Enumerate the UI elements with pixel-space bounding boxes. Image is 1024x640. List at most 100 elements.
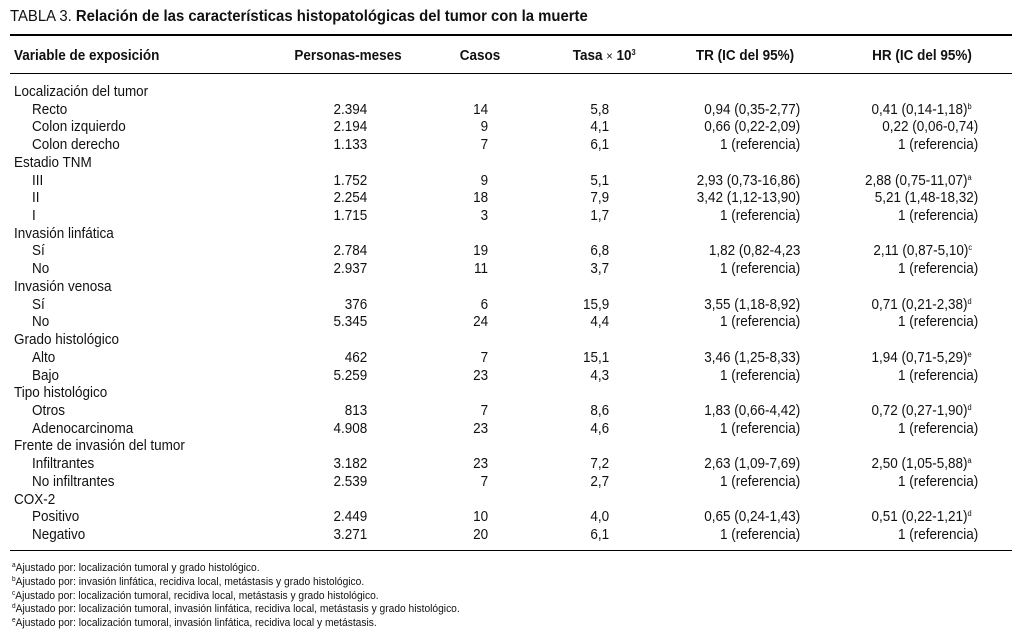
cell: 1 (referencia)	[719, 527, 800, 543]
cell: 6	[480, 296, 488, 313]
footnote-text: Ajustado por: invasión linfática, recidi…	[15, 575, 365, 588]
row-label: No	[32, 314, 50, 331]
row-label: III	[32, 172, 44, 189]
cell: 4,6	[590, 420, 609, 437]
header-text: 10	[616, 48, 632, 64]
cell: 1 (referencia)	[897, 261, 978, 278]
title-text: Relación de las características histopat…	[75, 8, 588, 25]
note-mark: e	[967, 349, 972, 359]
group-label: Invasión linfática	[14, 225, 114, 242]
cell: 5,1	[590, 172, 609, 189]
cell: 1 (referencia)	[897, 473, 978, 490]
footnote-text: Ajustado por: localización tumoral, inva…	[15, 617, 377, 630]
cell: 0,65 (0,24-1,43)	[704, 509, 800, 526]
cell: 15,1	[582, 349, 609, 366]
cell: 2.449	[333, 509, 367, 526]
cell: 1,94 (0,71-5,29)e	[871, 349, 972, 366]
cell: 3,55 (1,18-8,92)	[704, 296, 800, 313]
rule	[10, 34, 1012, 36]
footnote: dAjustado por: localización tumoral, inv…	[12, 603, 460, 616]
cell: 1 (referencia)	[719, 208, 800, 225]
cell: 3,46 (1,25-8,33)	[704, 349, 800, 366]
cell: 1,7	[590, 208, 609, 225]
cell: 3.271	[333, 527, 367, 543]
group-label: COX-2	[14, 491, 56, 508]
cell: 0,22 (0,06-0,74)	[882, 119, 978, 136]
footnote: aAjustado por: localización tumoral y gr…	[12, 562, 260, 575]
cell: 10	[472, 509, 488, 526]
cell: 7	[480, 402, 488, 419]
note-mark: c	[968, 243, 972, 253]
cell: 2.539	[333, 473, 367, 490]
cell: 2,50 (1,05-5,88)a	[871, 456, 972, 473]
cell: 3	[480, 208, 488, 225]
row-label: Infiltrantes	[32, 456, 95, 473]
cell: 9	[480, 119, 488, 136]
cell: 3,42 (1,12-13,90)	[696, 190, 800, 207]
cell: 1 (referencia)	[897, 208, 978, 225]
cell: 5.259	[333, 367, 367, 384]
cell: 3.182	[333, 456, 367, 473]
header-text: ×	[606, 49, 614, 63]
cell: 1 (referencia)	[897, 314, 978, 331]
cell: 2,63 (1,09-7,69)	[704, 456, 800, 473]
title-label: TABLA 3.	[10, 8, 72, 25]
cell: 2,88 (0,75-11,07)a	[865, 172, 972, 189]
cell: 0,72 (0,27-1,90)d	[871, 402, 972, 419]
cell: 1.133	[333, 137, 367, 154]
cell: 23	[472, 367, 488, 384]
cell: 3,7	[590, 261, 609, 278]
cell: 6,1	[590, 527, 609, 543]
cell: 7	[480, 349, 488, 366]
cell: 24	[472, 314, 488, 331]
header-cell: Variable de exposición	[14, 48, 160, 64]
footnote-mark: e	[12, 617, 16, 625]
cell: 19	[472, 243, 488, 260]
cell: 2.394	[333, 101, 367, 118]
row-label: Recto	[32, 101, 68, 118]
note-mark: a	[967, 172, 972, 182]
note-mark: d	[967, 296, 972, 306]
cell: 4,3	[590, 367, 609, 384]
cell: 23	[472, 420, 488, 437]
cell: 1 (referencia)	[719, 473, 800, 490]
header-cell: TR (IC del 95%)	[695, 48, 795, 64]
row-label: No	[32, 261, 50, 278]
row-label: Colon izquierdo	[32, 119, 126, 136]
cell: 1 (referencia)	[719, 314, 800, 331]
footnote-text: Ajustado por: localización tumoral y gra…	[15, 562, 260, 574]
cell: 7,9	[590, 190, 609, 207]
cell: 4.908	[333, 420, 367, 437]
cell: 1.752	[333, 172, 367, 189]
cell: 7	[480, 473, 488, 490]
cell: 2,11 (0,87-5,10)c	[873, 243, 972, 260]
header-cell: HR (IC del 95%)	[872, 48, 972, 64]
note-mark: b	[967, 101, 972, 111]
row-label: No infiltrantes	[32, 473, 115, 490]
cell: 2.194	[333, 119, 367, 136]
cell: 5,8	[590, 101, 609, 118]
cell: 2.254	[333, 190, 367, 207]
group-label: Estadio TNM	[14, 154, 92, 171]
row-label: II	[32, 190, 40, 207]
cell: 0,94 (0,35-2,77)	[704, 101, 800, 118]
header-cell: Casos	[459, 48, 501, 64]
group-label: Localización del tumor	[14, 84, 149, 100]
cell: 1 (referencia)	[897, 527, 978, 543]
row-label: Colon derecho	[32, 137, 120, 154]
row-label: Otros	[32, 402, 65, 419]
footnote-mark: b	[12, 575, 16, 583]
cell: 2.784	[333, 243, 367, 260]
cell: 0,71 (0,21-2,38)d	[871, 296, 972, 313]
header-cell: Personas-meses	[294, 48, 402, 64]
row-label: Sí	[32, 243, 45, 260]
cell: 4,1	[590, 119, 609, 136]
cell: 376	[344, 296, 367, 313]
cell: 5,21 (1,48-18,32)	[874, 190, 978, 207]
cell: 1 (referencia)	[719, 137, 800, 154]
cell: 0,51 (0,22-1,21)d	[871, 509, 972, 526]
footnote-text: Ajustado por: localización tumoral, inva…	[15, 603, 460, 616]
group-label: Grado histológico	[14, 332, 119, 349]
cell: 2.937	[333, 261, 367, 278]
